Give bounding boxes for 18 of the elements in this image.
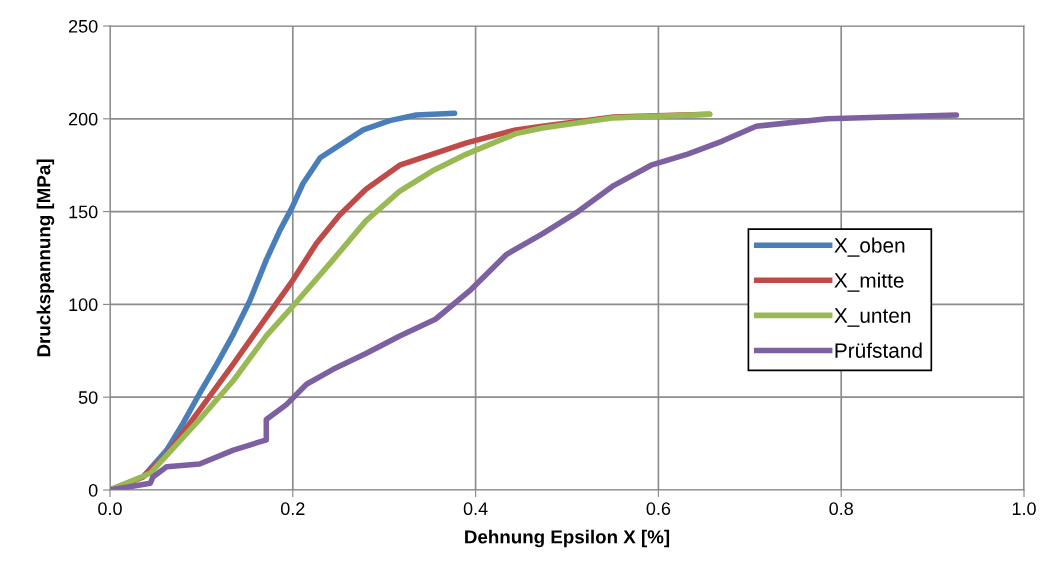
x-axis-title: Dehnung Epsilon X [%] <box>465 529 670 548</box>
y-tick-label: 50 <box>78 391 98 404</box>
legend-label: Prüfstand <box>835 342 922 358</box>
y-tick-label: 0 <box>88 483 98 497</box>
y-tick-label: 150 <box>69 205 98 219</box>
legend-label: X_oben <box>834 237 905 257</box>
x-tick-label: 1.0 <box>1012 502 1036 516</box>
y-tick-label: 250 <box>68 19 98 33</box>
x-tick-label: 0.6 <box>646 502 671 516</box>
y-tick-label: 100 <box>69 298 98 312</box>
x-tick-label: 0.2 <box>280 502 305 516</box>
x-tick-label: 0.4 <box>463 502 488 516</box>
legend-label: X_mitte <box>834 272 904 292</box>
x-tick-label: 0.0 <box>98 502 122 516</box>
x-tick-label: 0.8 <box>829 502 853 516</box>
y-tick-label: 200 <box>68 112 98 126</box>
legend-label: X_unten <box>834 308 911 327</box>
y-axis-title: Druckspannung [MPa] <box>36 159 55 357</box>
